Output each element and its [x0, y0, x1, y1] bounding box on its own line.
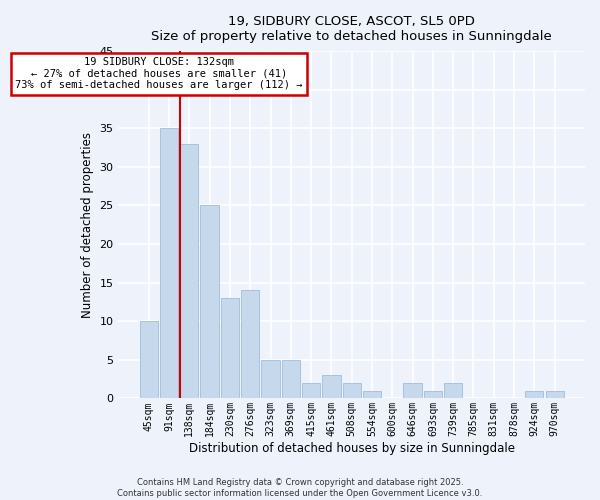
Bar [180, 144, 199, 398]
Bar [160, 128, 178, 398]
Bar [444, 383, 463, 398]
Bar [343, 383, 361, 398]
Text: Contains HM Land Registry data © Crown copyright and database right 2025.
Contai: Contains HM Land Registry data © Crown c… [118, 478, 482, 498]
X-axis label: Distribution of detached houses by size in Sunningdale: Distribution of detached houses by size … [188, 442, 515, 455]
Bar [363, 390, 381, 398]
Bar [200, 206, 219, 398]
Title: 19, SIDBURY CLOSE, ASCOT, SL5 0PD
Size of property relative to detached houses i: 19, SIDBURY CLOSE, ASCOT, SL5 0PD Size o… [151, 15, 552, 43]
Bar [403, 383, 422, 398]
Bar [241, 290, 259, 399]
Bar [140, 321, 158, 398]
Bar [262, 360, 280, 399]
Bar [281, 360, 300, 399]
Bar [525, 390, 544, 398]
Bar [424, 390, 442, 398]
Bar [322, 376, 341, 398]
Y-axis label: Number of detached properties: Number of detached properties [81, 132, 94, 318]
Bar [545, 390, 564, 398]
Bar [302, 383, 320, 398]
Bar [221, 298, 239, 398]
Text: 19 SIDBURY CLOSE: 132sqm
← 27% of detached houses are smaller (41)
73% of semi-d: 19 SIDBURY CLOSE: 132sqm ← 27% of detach… [15, 58, 302, 90]
